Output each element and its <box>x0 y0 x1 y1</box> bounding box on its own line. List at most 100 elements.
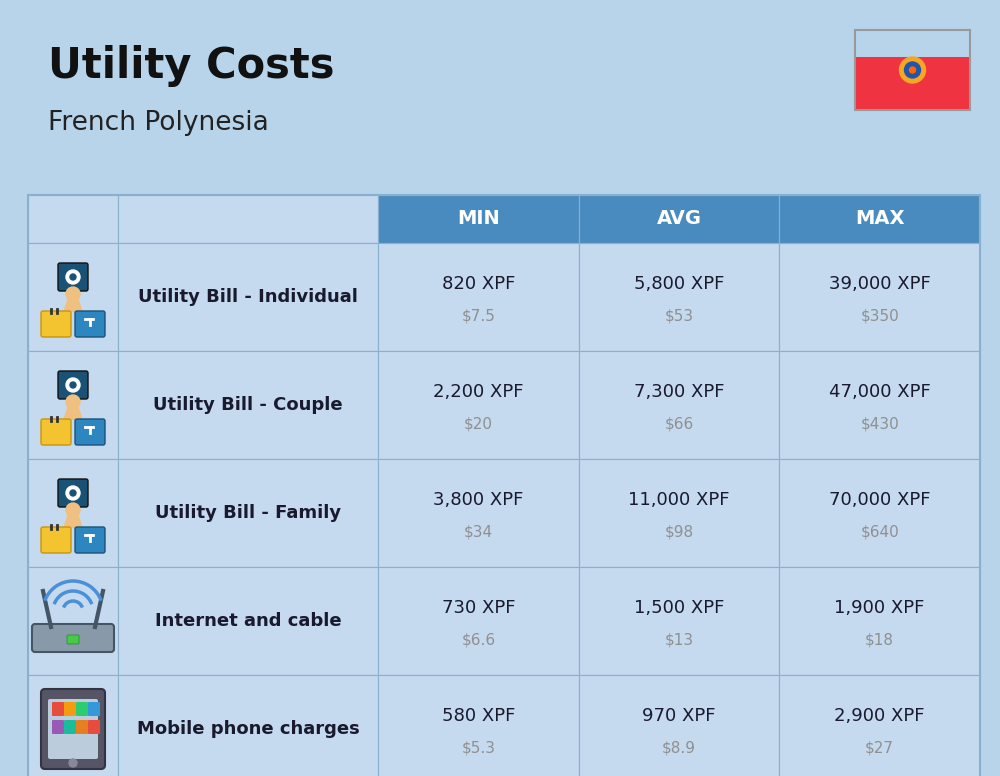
Text: 580 XPF: 580 XPF <box>442 707 515 725</box>
FancyBboxPatch shape <box>52 702 64 716</box>
FancyBboxPatch shape <box>28 675 118 776</box>
FancyBboxPatch shape <box>378 243 579 351</box>
Text: 730 XPF: 730 XPF <box>442 599 515 617</box>
FancyBboxPatch shape <box>118 675 378 776</box>
FancyBboxPatch shape <box>378 459 579 567</box>
Polygon shape <box>63 297 83 312</box>
Text: 3,800 XPF: 3,800 XPF <box>433 491 524 509</box>
FancyBboxPatch shape <box>75 419 105 445</box>
Circle shape <box>66 378 80 392</box>
Circle shape <box>900 57 926 83</box>
Circle shape <box>70 490 76 496</box>
Text: $5.3: $5.3 <box>461 741 495 756</box>
FancyBboxPatch shape <box>64 702 76 716</box>
Circle shape <box>66 270 80 284</box>
FancyBboxPatch shape <box>779 195 980 243</box>
FancyBboxPatch shape <box>75 527 105 553</box>
FancyBboxPatch shape <box>64 720 76 734</box>
Text: 970 XPF: 970 XPF <box>642 707 716 725</box>
FancyBboxPatch shape <box>88 702 100 716</box>
FancyBboxPatch shape <box>779 675 980 776</box>
FancyBboxPatch shape <box>28 195 118 243</box>
FancyBboxPatch shape <box>58 371 88 399</box>
FancyBboxPatch shape <box>52 720 64 734</box>
Circle shape <box>910 67 916 73</box>
FancyBboxPatch shape <box>76 702 88 716</box>
FancyBboxPatch shape <box>48 699 98 759</box>
Text: $27: $27 <box>865 741 894 756</box>
FancyBboxPatch shape <box>118 567 378 675</box>
FancyBboxPatch shape <box>779 351 980 459</box>
FancyBboxPatch shape <box>378 675 579 776</box>
Text: 39,000 XPF: 39,000 XPF <box>829 275 931 293</box>
Text: MIN: MIN <box>457 210 500 228</box>
Text: $18: $18 <box>865 633 894 648</box>
Text: $350: $350 <box>860 309 899 324</box>
Text: $430: $430 <box>860 417 899 432</box>
Text: 2,900 XPF: 2,900 XPF <box>834 707 925 725</box>
FancyBboxPatch shape <box>779 567 980 675</box>
FancyBboxPatch shape <box>118 351 378 459</box>
Circle shape <box>69 759 77 767</box>
Circle shape <box>66 503 80 517</box>
FancyBboxPatch shape <box>41 527 71 553</box>
Circle shape <box>70 382 76 388</box>
Circle shape <box>904 62 920 78</box>
FancyBboxPatch shape <box>58 263 88 291</box>
FancyBboxPatch shape <box>28 351 118 459</box>
Circle shape <box>66 395 80 409</box>
Circle shape <box>66 486 80 500</box>
Circle shape <box>66 287 80 301</box>
Text: $53: $53 <box>664 309 694 324</box>
Text: Utility Bill - Individual: Utility Bill - Individual <box>138 288 358 306</box>
Text: 7,300 XPF: 7,300 XPF <box>634 383 724 401</box>
Circle shape <box>70 274 76 280</box>
FancyBboxPatch shape <box>579 351 779 459</box>
Text: $98: $98 <box>664 525 694 540</box>
FancyBboxPatch shape <box>118 459 378 567</box>
FancyBboxPatch shape <box>88 720 100 734</box>
Text: French Polynesia: French Polynesia <box>48 110 269 136</box>
Text: MAX: MAX <box>855 210 904 228</box>
Text: $7.5: $7.5 <box>461 309 495 324</box>
Text: 5,800 XPF: 5,800 XPF <box>634 275 724 293</box>
Text: 70,000 XPF: 70,000 XPF <box>829 491 930 509</box>
FancyBboxPatch shape <box>76 720 88 734</box>
FancyBboxPatch shape <box>378 195 579 243</box>
Text: 820 XPF: 820 XPF <box>442 275 515 293</box>
FancyBboxPatch shape <box>579 567 779 675</box>
Text: $34: $34 <box>464 525 493 540</box>
FancyBboxPatch shape <box>28 459 118 567</box>
Text: Utility Bill - Family: Utility Bill - Family <box>155 504 341 522</box>
Polygon shape <box>63 405 83 420</box>
FancyBboxPatch shape <box>32 624 114 652</box>
FancyBboxPatch shape <box>779 459 980 567</box>
FancyBboxPatch shape <box>579 243 779 351</box>
Text: 11,000 XPF: 11,000 XPF <box>628 491 730 509</box>
Text: $13: $13 <box>664 633 694 648</box>
Text: Mobile phone charges: Mobile phone charges <box>137 720 359 738</box>
Text: Utility Costs: Utility Costs <box>48 45 334 87</box>
Text: 47,000 XPF: 47,000 XPF <box>829 383 931 401</box>
FancyBboxPatch shape <box>779 243 980 351</box>
Polygon shape <box>63 513 83 528</box>
FancyBboxPatch shape <box>67 635 79 644</box>
FancyBboxPatch shape <box>118 243 378 351</box>
FancyBboxPatch shape <box>378 567 579 675</box>
Text: $20: $20 <box>464 417 493 432</box>
Text: Internet and cable: Internet and cable <box>155 612 341 630</box>
Text: 1,500 XPF: 1,500 XPF <box>634 599 724 617</box>
Text: $8.9: $8.9 <box>662 741 696 756</box>
FancyBboxPatch shape <box>75 311 105 337</box>
Text: $6.6: $6.6 <box>461 633 495 648</box>
FancyBboxPatch shape <box>58 479 88 507</box>
FancyBboxPatch shape <box>28 243 118 351</box>
FancyBboxPatch shape <box>41 689 105 769</box>
Text: $640: $640 <box>860 525 899 540</box>
FancyBboxPatch shape <box>855 83 970 110</box>
FancyBboxPatch shape <box>579 675 779 776</box>
Text: Utility Bill - Couple: Utility Bill - Couple <box>153 396 343 414</box>
FancyBboxPatch shape <box>378 351 579 459</box>
FancyBboxPatch shape <box>41 419 71 445</box>
Text: AVG: AVG <box>656 210 702 228</box>
